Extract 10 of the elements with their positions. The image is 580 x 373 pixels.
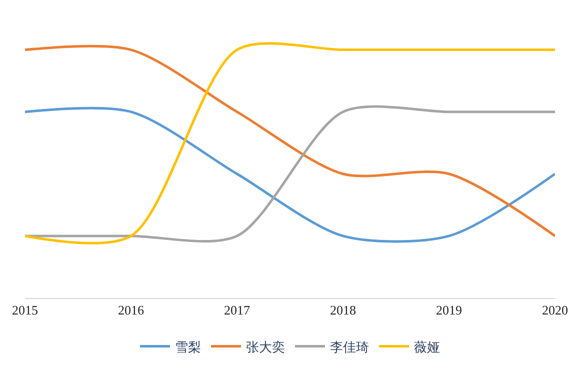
legend-label: 雪梨 (175, 340, 201, 356)
x-tick-label: 2019 (436, 302, 462, 318)
x-tick-label: 2015 (12, 302, 38, 318)
x-tick-label: 2020 (542, 302, 568, 318)
x-tick-label: 2016 (118, 302, 144, 318)
x-tick-label: 2017 (224, 302, 250, 318)
x-tick-label: 2018 (330, 302, 356, 318)
legend-label: 薇娅 (414, 340, 440, 356)
legend-label: 李佳琦 (330, 340, 369, 356)
legend-label: 张大奕 (246, 340, 285, 356)
